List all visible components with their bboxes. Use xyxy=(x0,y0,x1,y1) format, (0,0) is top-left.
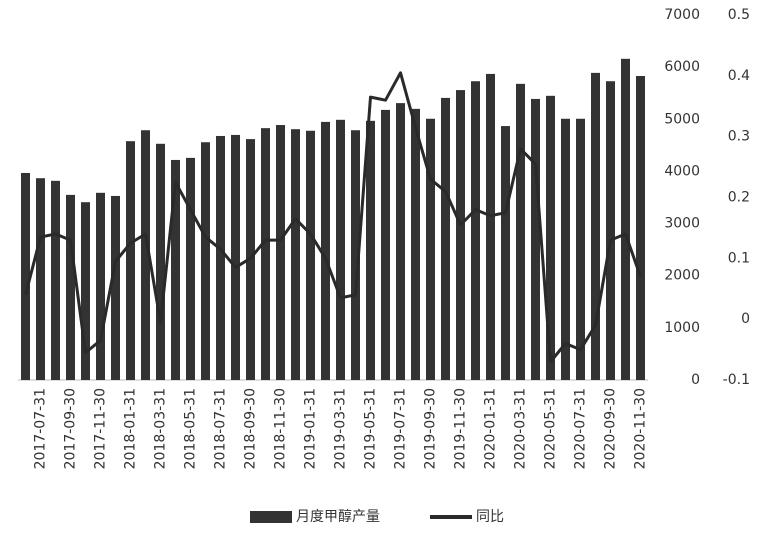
y-tick-label: 7000 xyxy=(664,7,700,23)
bar xyxy=(291,129,300,380)
bar xyxy=(111,195,120,380)
bar xyxy=(546,95,555,381)
bar xyxy=(351,130,360,380)
x-tick-label: 2018-03-31 xyxy=(153,388,169,469)
x-tick-label: 2019-01-31 xyxy=(303,388,319,469)
y-tick-label: 4000 xyxy=(664,163,700,179)
bar xyxy=(456,90,465,380)
y2-tick-label: 0.4 xyxy=(728,68,750,84)
y2-tick-label: 0.3 xyxy=(728,129,750,145)
legend-label: 月度甲醇产量 xyxy=(296,508,380,525)
bar xyxy=(531,98,540,380)
x-tick-label: 2017-11-30 xyxy=(93,388,109,469)
x-tick-label: 2018-07-31 xyxy=(213,388,229,469)
bar xyxy=(126,141,135,380)
x-tick-label: 2019-05-31 xyxy=(363,388,379,469)
legend-swatch xyxy=(250,511,292,523)
y2-tick-label: 0.1 xyxy=(728,250,750,266)
x-tick-label: 2018-05-31 xyxy=(183,388,199,469)
bar xyxy=(36,178,45,380)
bar xyxy=(201,142,210,380)
legend-label: 同比 xyxy=(476,509,504,525)
y2-tick-label: 0.5 xyxy=(728,7,750,23)
bar xyxy=(186,157,195,380)
y-tick-label: 5000 xyxy=(664,111,700,127)
bar xyxy=(216,135,225,380)
bar xyxy=(51,180,60,380)
x-tick-label: 2020-09-30 xyxy=(603,388,619,469)
x-tick-label: 2018-09-30 xyxy=(243,388,259,469)
x-tick-label: 2019-11-30 xyxy=(453,388,469,469)
bar xyxy=(606,81,615,380)
y-tick-label: 0 xyxy=(691,372,700,388)
x-tick-label: 2019-03-31 xyxy=(333,388,349,469)
x-tick-label: 2018-11-30 xyxy=(273,388,289,469)
bar xyxy=(576,118,585,380)
y-tick-label: 1000 xyxy=(664,320,700,336)
x-tick-label: 2017-07-31 xyxy=(33,388,49,469)
line xyxy=(24,71,642,364)
bar xyxy=(261,128,270,380)
bar xyxy=(231,134,240,380)
bar xyxy=(621,58,630,381)
y2-tick-label: 0.2 xyxy=(728,190,750,206)
bar xyxy=(441,97,450,381)
y-tick-label: 3000 xyxy=(664,216,700,232)
bar xyxy=(501,126,510,380)
bar xyxy=(96,192,105,380)
x-tick-label: 2017-09-30 xyxy=(63,388,79,469)
bar xyxy=(171,159,180,380)
x-tick-label: 2020-03-31 xyxy=(513,388,529,469)
y-tick-label: 2000 xyxy=(664,268,700,284)
y2-tick-label: -0.1 xyxy=(723,372,750,388)
bar xyxy=(381,109,390,381)
bar xyxy=(426,118,435,380)
bar xyxy=(141,130,150,380)
bar xyxy=(21,172,30,380)
x-tick-label: 2019-09-30 xyxy=(423,388,439,469)
bar xyxy=(306,130,315,380)
x-tick-label: 2019-07-31 xyxy=(393,388,409,469)
bar xyxy=(636,76,645,380)
bar xyxy=(411,108,420,380)
x-tick-label: 2020-01-31 xyxy=(483,388,499,469)
x-tick-label: 2020-11-30 xyxy=(633,388,649,469)
x-tick-label: 2020-07-31 xyxy=(573,388,589,469)
y-tick-label: 6000 xyxy=(664,59,700,75)
bar xyxy=(336,119,345,381)
bar xyxy=(561,118,570,380)
bar xyxy=(516,83,525,380)
y2-tick-label: 0 xyxy=(741,311,750,327)
bar xyxy=(321,121,330,381)
x-tick-label: 2018-01-31 xyxy=(123,388,139,469)
bar xyxy=(591,72,600,380)
bar xyxy=(276,125,285,381)
bar xyxy=(81,202,90,380)
bar xyxy=(156,143,165,380)
bar xyxy=(396,103,405,380)
bar xyxy=(366,120,375,380)
bar xyxy=(486,73,495,381)
x-tick-label: 2020-05-31 xyxy=(543,388,559,469)
bar xyxy=(66,194,75,380)
bar xyxy=(471,81,480,380)
